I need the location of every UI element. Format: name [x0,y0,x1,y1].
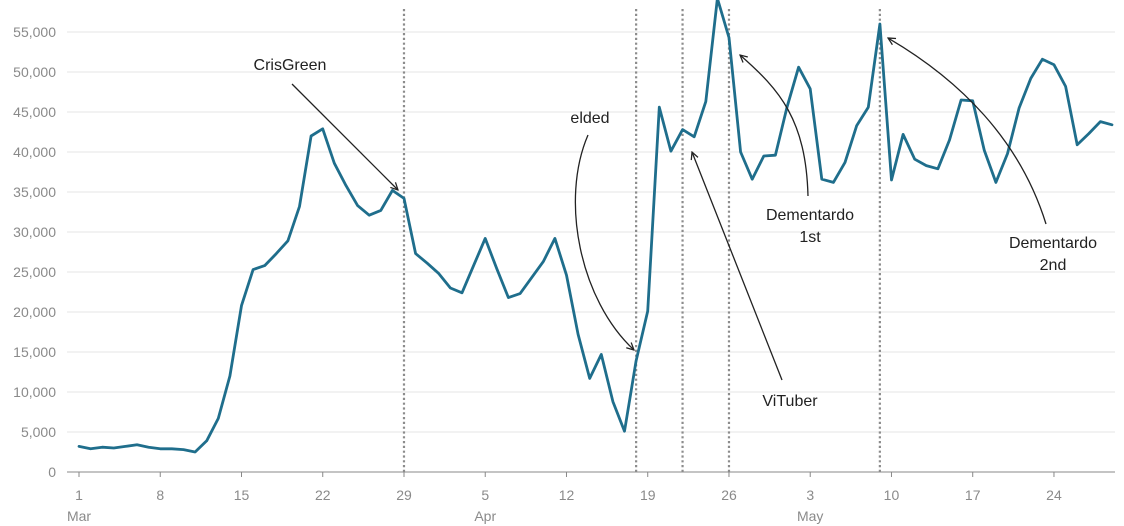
x-tick-label: 8 [156,487,164,503]
annotation-arrow [574,134,634,350]
x-tick-label: 10 [884,487,900,503]
y-tick-label: 20,000 [13,304,56,320]
x-month-label: Apr [474,508,496,524]
event-markers [402,9,881,472]
x-axis: 1 Mar 8 15 22 29 5 Apr 12 19 26 3 May 10 17 24 [67,471,1115,524]
annotations: CrisGreen elded ViTuber Dementardo 1st Dement… [254,38,1097,410]
annotation-arrow [888,38,1047,225]
x-tick-label: 24 [1046,487,1062,503]
series-line [77,0,1114,454]
annotation-label: ViTuber [762,393,818,410]
annotation-label: Dementardo [1009,235,1097,252]
x-tick-label: 26 [721,487,737,503]
y-tick-label: 15,000 [13,344,56,360]
gridlines [67,31,1115,473]
x-tick-label: 12 [559,487,575,503]
x-tick-label: 29 [396,487,412,503]
x-tick-label: 3 [806,487,814,503]
x-tick-label: 1 [75,487,83,503]
y-tick-label: 25,000 [13,264,56,280]
annotation-arrow [692,152,783,381]
series-layer [77,0,1114,454]
y-tick-label: 0 [48,464,56,480]
annotation-arrow [740,55,809,197]
y-tick-label: 55,000 [13,24,56,40]
x-tick-label: 17 [965,487,981,503]
x-month-label: Mar [67,508,91,524]
annotation-label: 2nd [1040,257,1067,274]
annotation-label: CrisGreen [254,57,327,74]
annotation-label: Dementardo [766,207,854,224]
x-tick-label: 5 [481,487,489,503]
annotation-label: 1st [799,229,821,246]
x-month-label: May [797,508,823,524]
annotation-label: elded [570,110,609,127]
y-tick-label: 10,000 [13,384,56,400]
y-tick-label: 45,000 [13,104,56,120]
y-tick-label: 30,000 [13,224,56,240]
y-axis: 0 5,000 10,000 15,000 20,000 25,000 30,000 35,0… [13,24,56,480]
x-tick-label: 15 [234,487,250,503]
y-tick-label: 35,000 [13,184,56,200]
y-tick-label: 5,000 [21,424,56,440]
y-tick-label: 40,000 [13,144,56,160]
x-tick-label: 19 [640,487,656,503]
annotation-arrow [291,83,398,190]
x-tick-label: 22 [315,487,331,503]
y-tick-label: 50,000 [13,64,56,80]
